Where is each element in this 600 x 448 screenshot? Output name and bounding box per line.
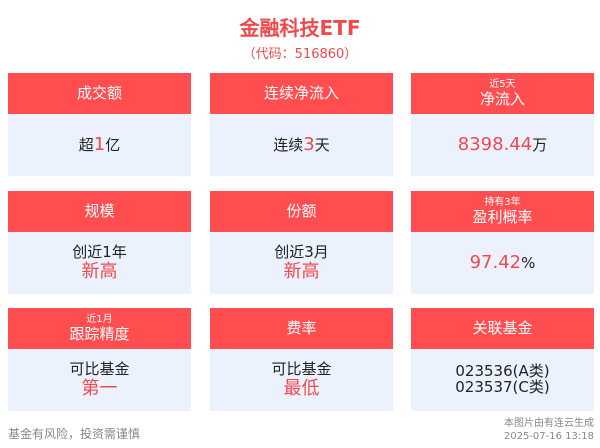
fund-a: 023536(A类) (455, 362, 550, 381)
card-line1: 可比基金 (69, 360, 130, 379)
card-line1: 创近1年 (72, 243, 127, 262)
card-shares: 份额 创近3月 新高 (210, 191, 393, 294)
risk-disclaimer: 基金有风险，投资需谨慎 (8, 427, 141, 441)
card-tracking: 近1月 跟踪精度 可比基金 第一 (8, 308, 191, 411)
card-value: 连续3天 (273, 134, 330, 156)
card-label: 连续净流入 (263, 83, 339, 102)
card-turnover: 成交额 超1亿 (8, 73, 191, 176)
card-value: 97.42% (469, 252, 536, 274)
card-profit-probability: 持有3年 盈利概率 97.42% (411, 191, 594, 294)
card-net-inflow: 近5天 净流入 8398.44万 (411, 73, 594, 176)
card-consecutive-inflow: 连续净流入 连续3天 (210, 73, 393, 176)
card-label: 关联基金 (472, 318, 533, 337)
card-sublabel: 近1月 (86, 314, 113, 326)
card-scale: 规模 创近1年 新高 (8, 191, 191, 294)
card-label: 盈利概率 (472, 207, 533, 226)
fund-code: （代码：516860） (242, 47, 358, 62)
source-note: 本图片由有连云生成 (504, 418, 594, 429)
card-label: 跟踪精度 (69, 324, 130, 343)
card-label: 份额 (286, 201, 317, 220)
card-label: 费率 (286, 318, 317, 337)
card-sublabel: 持有3年 (484, 197, 521, 209)
card-line2: 新高 (283, 261, 320, 283)
card-label: 成交额 (76, 83, 122, 102)
card-label: 净流入 (479, 89, 525, 108)
fund-c: 023537(C类) (455, 378, 550, 396)
page-title: 金融科技ETF (239, 16, 361, 40)
card-line2: 第一 (81, 378, 118, 400)
timestamp: 2025-07-16 13:18 (503, 430, 594, 442)
card-line1: 创近3月 (274, 243, 329, 262)
card-fee: 费率 可比基金 最低 (210, 308, 393, 411)
card-sublabel: 近5天 (489, 79, 516, 91)
card-line2: 新高 (81, 261, 118, 283)
card-line1: 可比基金 (271, 360, 332, 379)
card-value: 8398.44万 (457, 134, 548, 156)
card-line2: 最低 (283, 378, 320, 400)
card-value: 超1亿 (78, 134, 121, 156)
card-label: 规模 (84, 201, 115, 220)
card-related-funds: 关联基金 023536(A类) 023537(C类) (411, 308, 594, 411)
